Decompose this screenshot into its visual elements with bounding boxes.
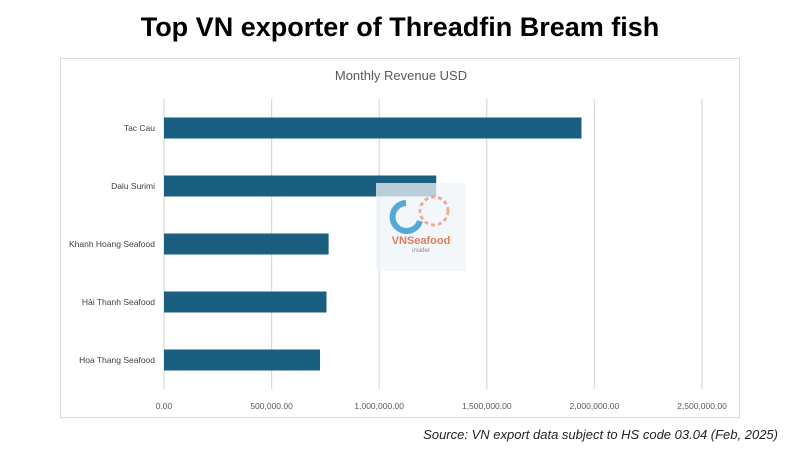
x-tick-label: 500,000.00 — [250, 401, 293, 411]
category-label: Hải Thanh Seafood — [82, 297, 155, 307]
bar-chart: Monthly Revenue USD 0.00 500,000.00 1,000,0… — [69, 68, 727, 411]
x-tick-label: 1,000,000.00 — [354, 401, 404, 411]
bar — [164, 349, 321, 371]
bar — [164, 233, 329, 255]
x-tick-label: 2,500,000.00 — [677, 401, 727, 411]
x-tick-label: 0.00 — [156, 401, 173, 411]
x-tick-label: 2,000,000.00 — [570, 401, 620, 411]
category-label: Dalu Surimi — [111, 181, 155, 191]
chart-title: Monthly Revenue USD — [335, 68, 467, 83]
chart-area: Monthly Revenue USD 0.00 500,000.00 1,000,0… — [60, 58, 740, 418]
logo-icon — [389, 195, 450, 234]
watermark-logo: VNSeafood insider — [376, 183, 466, 271]
watermark-tagline: insider — [412, 248, 430, 254]
category-label: Khanh Hoang Seafood — [69, 239, 155, 249]
category-label: Hoa Thang Seafood — [79, 355, 155, 365]
watermark-brand: VNSeafood — [391, 235, 451, 247]
source-note: Source: VN export data subject to HS cod… — [423, 427, 778, 442]
bar — [164, 175, 437, 197]
bar — [164, 291, 327, 313]
page-title: Top VN exporter of Threadfin Bream fish — [140, 12, 660, 42]
x-tick-label: 1,500,000.00 — [462, 401, 512, 411]
category-label: Tac Cau — [124, 123, 155, 133]
bar — [164, 117, 582, 139]
